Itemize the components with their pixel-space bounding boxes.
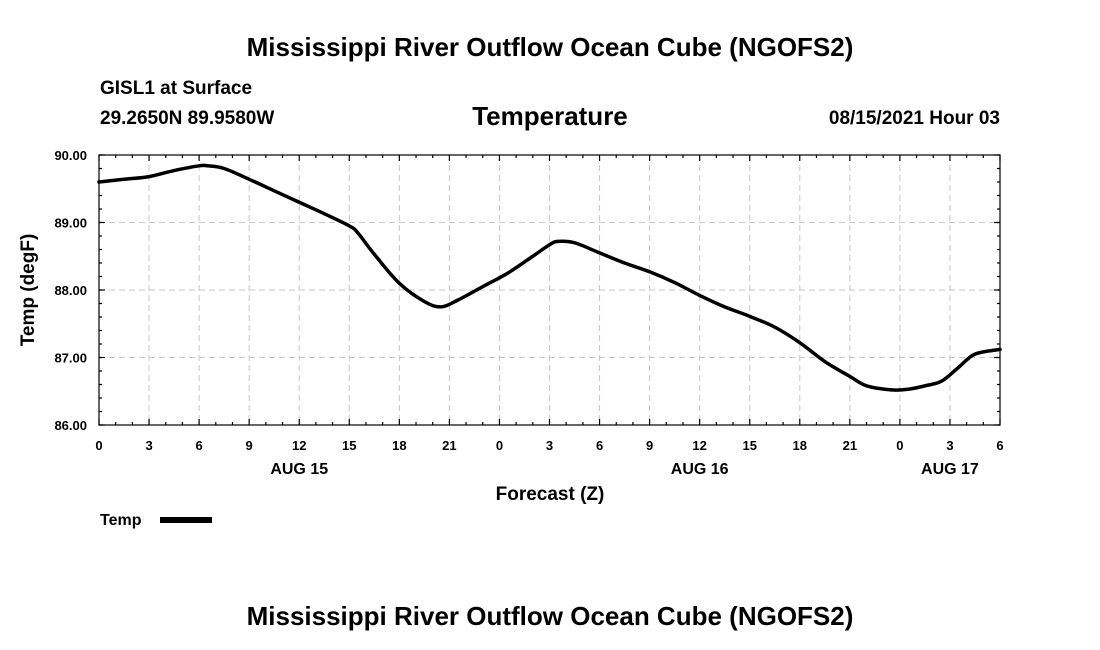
day-label: AUG 15 (270, 461, 328, 478)
grid-lines (99, 155, 1000, 425)
y-tick-label: 89.00 (54, 216, 87, 231)
x-axis-label: Forecast (Z) (496, 484, 605, 505)
y-tick-label: 86.00 (54, 418, 87, 433)
x-tick-label: 3 (546, 438, 553, 453)
y-tick-label: 90.00 (54, 148, 87, 163)
x-tick-label: 12 (692, 438, 706, 453)
y-axis-label: Temp (degF) (18, 234, 39, 347)
x-tick-label: 6 (996, 438, 1003, 453)
legend-label: Temp (100, 512, 142, 529)
x-tick-label: 9 (246, 438, 253, 453)
date-label: 08/15/2021 Hour 03 (829, 108, 1000, 129)
variable-title: Temperature (472, 101, 628, 131)
day-label: AUG 17 (921, 461, 979, 478)
footer-title: Mississippi River Outflow Ocean Cube (NG… (247, 601, 854, 631)
y-tick-label: 88.00 (54, 283, 87, 298)
x-tick-label: 6 (195, 438, 202, 453)
x-tick-label: 21 (442, 438, 456, 453)
x-tick-label: 0 (896, 438, 903, 453)
temp-series-line (97, 163, 1002, 392)
x-tick-label: 21 (843, 438, 857, 453)
tick-labels: 0 3 6 9 12 15 18 21 0 3 6 9 12 15 18 21 0 3 6 86.00 87.00 88.… (54, 148, 1003, 478)
x-tick-label: 6 (596, 438, 603, 453)
x-tick-label: 18 (793, 438, 807, 453)
main-title: Mississippi River Outflow Ocean Cube (NG… (247, 32, 854, 62)
x-tick-label: 18 (392, 438, 406, 453)
x-tick-label: 3 (946, 438, 953, 453)
day-label: AUG 16 (671, 461, 729, 478)
x-tick-label: 9 (646, 438, 653, 453)
x-tick-label: 12 (292, 438, 306, 453)
x-tick-label: 3 (145, 438, 152, 453)
station-label: GISL1 at Surface (100, 78, 252, 99)
x-tick-label: 15 (742, 438, 756, 453)
x-tick-label: 0 (95, 438, 102, 453)
legend: Temp (100, 512, 212, 529)
location-label: 29.2650N 89.9580W (100, 108, 274, 129)
y-tick-label: 87.00 (54, 351, 87, 366)
x-tick-label: 0 (496, 438, 503, 453)
x-tick-label: 15 (342, 438, 356, 453)
